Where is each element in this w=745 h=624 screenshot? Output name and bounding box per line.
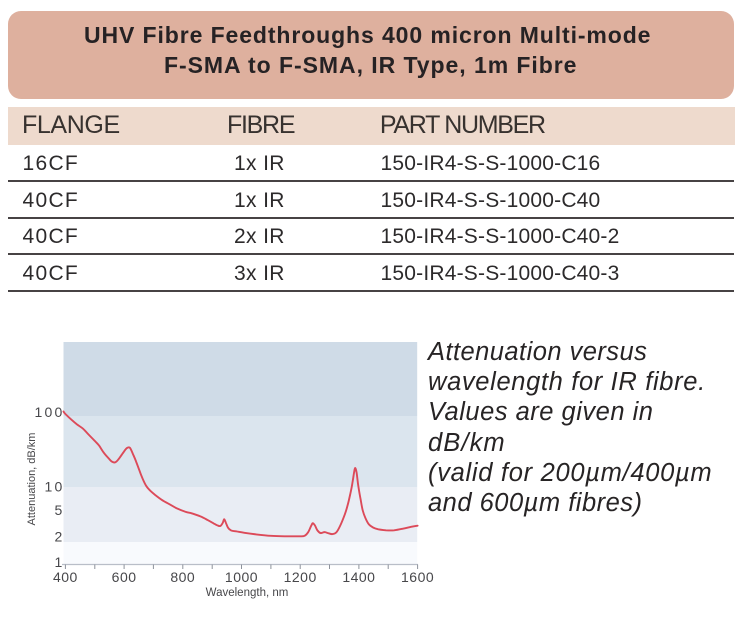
svg-text:10: 10 <box>45 478 65 494</box>
svg-text:1600: 1600 <box>401 569 434 585</box>
svg-text:1000: 1000 <box>225 569 258 585</box>
svg-text:600: 600 <box>112 569 137 585</box>
svg-text:1400: 1400 <box>342 569 375 585</box>
svg-text:1: 1 <box>55 554 65 570</box>
svg-text:100: 100 <box>35 404 65 420</box>
svg-text:Wavelength, nm: Wavelength, nm <box>206 587 289 599</box>
svg-text:800: 800 <box>170 569 195 585</box>
svg-text:1200: 1200 <box>284 569 317 585</box>
svg-text:2: 2 <box>55 529 65 545</box>
svg-text:5: 5 <box>55 502 65 518</box>
svg-text:Attenuation, dB/km: Attenuation, dB/km <box>26 433 38 526</box>
svg-text:400: 400 <box>53 569 78 585</box>
